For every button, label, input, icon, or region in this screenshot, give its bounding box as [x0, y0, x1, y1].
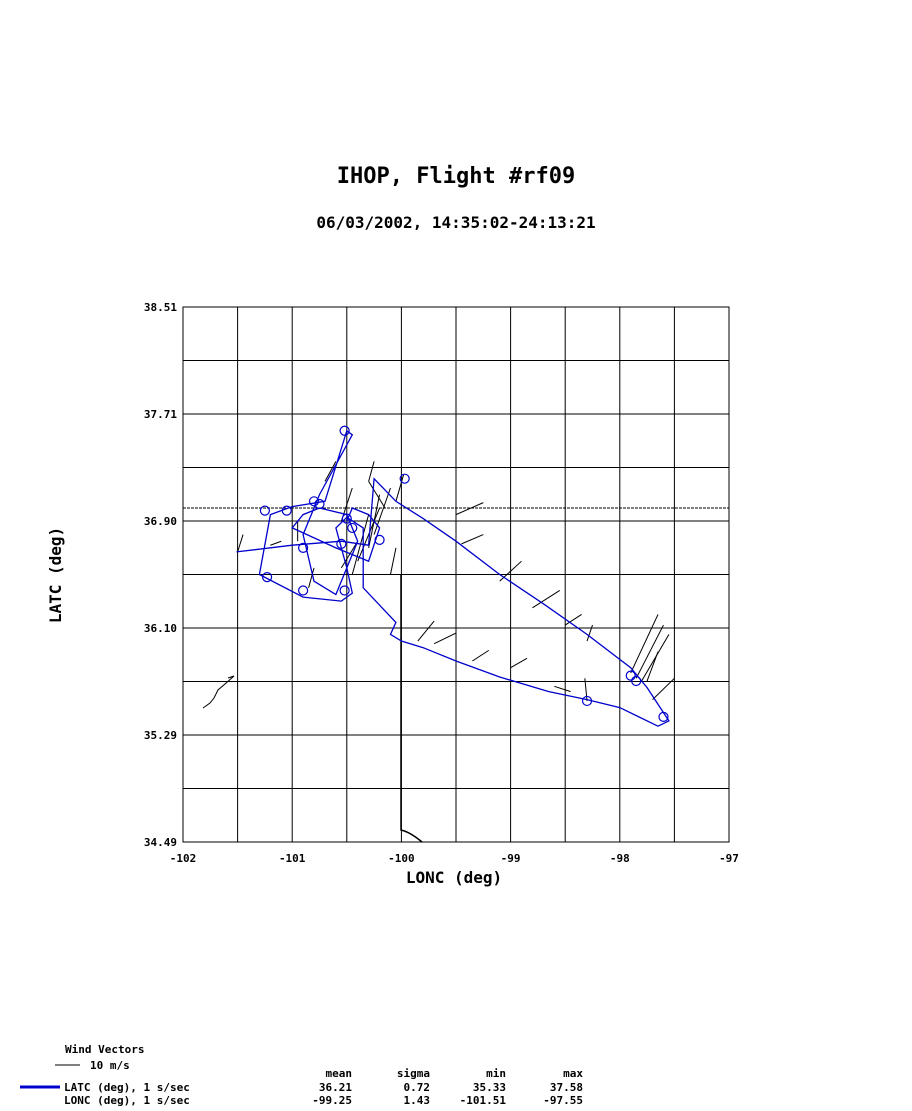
track-loop [347, 522, 358, 534]
wind-vector [357, 507, 381, 562]
x-tick-label: -98 [610, 852, 630, 865]
wind-vector [630, 614, 659, 674]
stats-row-lonc-label: LONC (deg), 1 s/sec [64, 1094, 190, 1107]
chart-title: IHOP, Flight #rf09 [337, 164, 575, 189]
wind-vector [340, 540, 359, 569]
wind-vector [584, 678, 588, 701]
track-loop [281, 505, 292, 516]
x-axis-label: LONC (deg) [406, 868, 502, 887]
wind-vector [646, 651, 659, 682]
wind-vector [395, 474, 405, 502]
wind-vector [368, 481, 386, 509]
stats-row-latc-mean: 36.21 [319, 1081, 352, 1094]
x-tick-label: -97 [719, 852, 739, 865]
wind-vector [308, 567, 315, 588]
wind-vector [532, 590, 561, 609]
wind-vector [270, 540, 282, 546]
x-tick-label: -101 [279, 852, 306, 865]
track-loop [261, 572, 273, 583]
wind-vector [368, 461, 375, 482]
x-tick-labels: -102 -101 -100 -99 -98 -97 [170, 852, 739, 865]
y-tick-label: 37.71 [144, 408, 177, 421]
wind-vector [652, 677, 675, 700]
y-tick-label: 34.49 [144, 836, 177, 849]
wind-vector [635, 624, 664, 679]
track-loop [339, 585, 350, 596]
wind-vector [586, 624, 593, 642]
track-loops [259, 425, 669, 723]
descent-track [400, 575, 423, 843]
wind-vector [237, 534, 244, 553]
track-loop [298, 542, 309, 553]
y-tick-label: 36.10 [144, 622, 177, 635]
y-tick-label: 38.51 [144, 301, 177, 314]
y-tick-label: 35.29 [144, 729, 177, 742]
stats-row-latc-min: 35.33 [473, 1081, 506, 1094]
track-loop [399, 473, 410, 484]
wind-vector [324, 461, 337, 482]
y-tick-label: 36.90 [144, 515, 177, 528]
wind-vector [433, 632, 457, 645]
wind-legend-title: Wind Vectors [65, 1043, 144, 1056]
stats-row-latc-max: 37.58 [550, 1081, 583, 1094]
stats-row-lonc-max: -97.55 [543, 1094, 583, 1107]
track-loop [308, 496, 320, 507]
track-loop [314, 498, 325, 510]
isolated-trace [202, 675, 235, 709]
wind-vector [472, 649, 490, 662]
track-loop [631, 675, 642, 687]
stats-row-latc-sigma: 0.72 [404, 1081, 431, 1094]
wind-vector [554, 685, 571, 693]
x-tick-label: -102 [170, 852, 197, 865]
stats-row-latc-label: LATC (deg), 1 s/sec [64, 1081, 190, 1094]
stats-row-lonc-sigma: 1.43 [404, 1094, 431, 1107]
track-loop [341, 513, 352, 524]
y-tick-labels: 34.49 35.29 36.10 36.90 37.71 38.51 [144, 301, 177, 849]
wind-vector [389, 547, 397, 575]
wind-vector [510, 657, 528, 669]
stats-header-mean: mean [326, 1067, 353, 1080]
stats-header-min: min [486, 1067, 506, 1080]
wind-vector [564, 614, 582, 626]
x-tick-label: -99 [501, 852, 521, 865]
track-loop [374, 534, 385, 545]
track-loop [259, 505, 270, 516]
wind-vector [461, 534, 484, 545]
stats-row-lonc-mean: -99.25 [312, 1094, 352, 1107]
wind-vector [499, 560, 522, 582]
plot-content [183, 425, 729, 843]
chart-subtitle: 06/03/2002, 14:35:02-24:13:21 [316, 213, 595, 232]
stats-header-max: max [563, 1067, 583, 1080]
track-loop [336, 538, 347, 549]
y-axis-label: LATC (deg) [46, 527, 65, 623]
plot-grid [182, 306, 730, 843]
wind-vector [373, 487, 391, 535]
flight-track-line [236, 429, 670, 727]
track-loop [658, 711, 669, 723]
x-tick-label: -100 [388, 852, 415, 865]
wind-vector [455, 502, 484, 516]
track-loop [625, 670, 636, 681]
track-loop [298, 585, 309, 596]
track-loop [339, 425, 350, 436]
stats-row-lonc-min: -101.51 [460, 1094, 507, 1107]
wind-legend-scale: 10 m/s [90, 1059, 130, 1072]
track-loop [581, 695, 593, 707]
stats-header-sigma: sigma [397, 1067, 430, 1080]
wind-vector [417, 620, 435, 642]
